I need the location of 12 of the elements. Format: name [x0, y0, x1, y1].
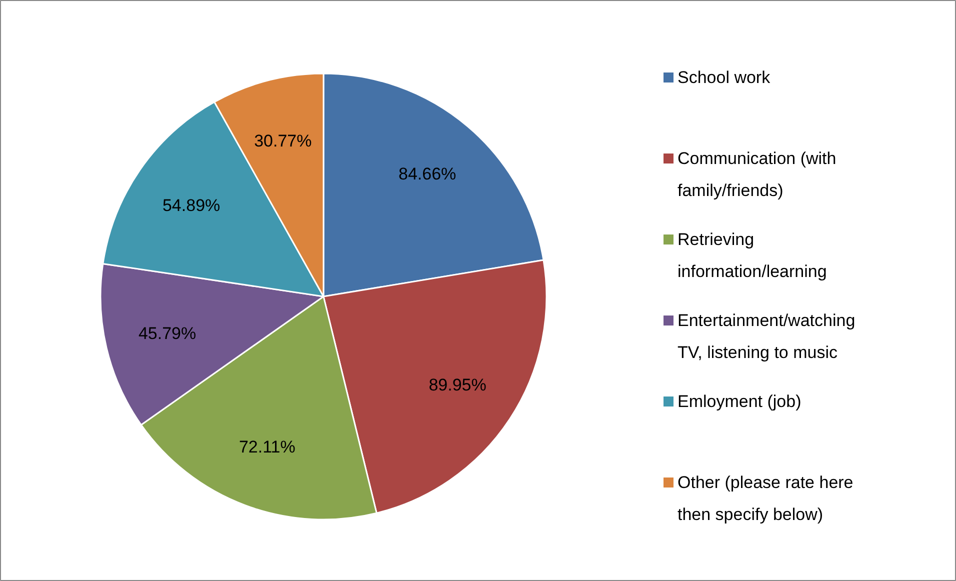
legend-label: School work — [678, 68, 771, 87]
legend-label: Retrieving information/learning — [678, 230, 827, 281]
data-label: 72.11% — [238, 437, 296, 456]
legend-label: Entertainment/watching TV, listening to music — [678, 311, 856, 362]
data-label: 30.77% — [254, 132, 312, 151]
legend-label: Emloyment (job) — [678, 392, 802, 411]
legend-label: Other (please rate here then specify below) — [678, 473, 854, 524]
data-label: 45.79% — [138, 324, 196, 344]
data-label: 54.89% — [162, 196, 220, 215]
legend-label: Communication (with family/friends) — [678, 149, 836, 200]
data-label: 89.95% — [428, 375, 486, 394]
data-label: 84.66% — [398, 164, 456, 184]
